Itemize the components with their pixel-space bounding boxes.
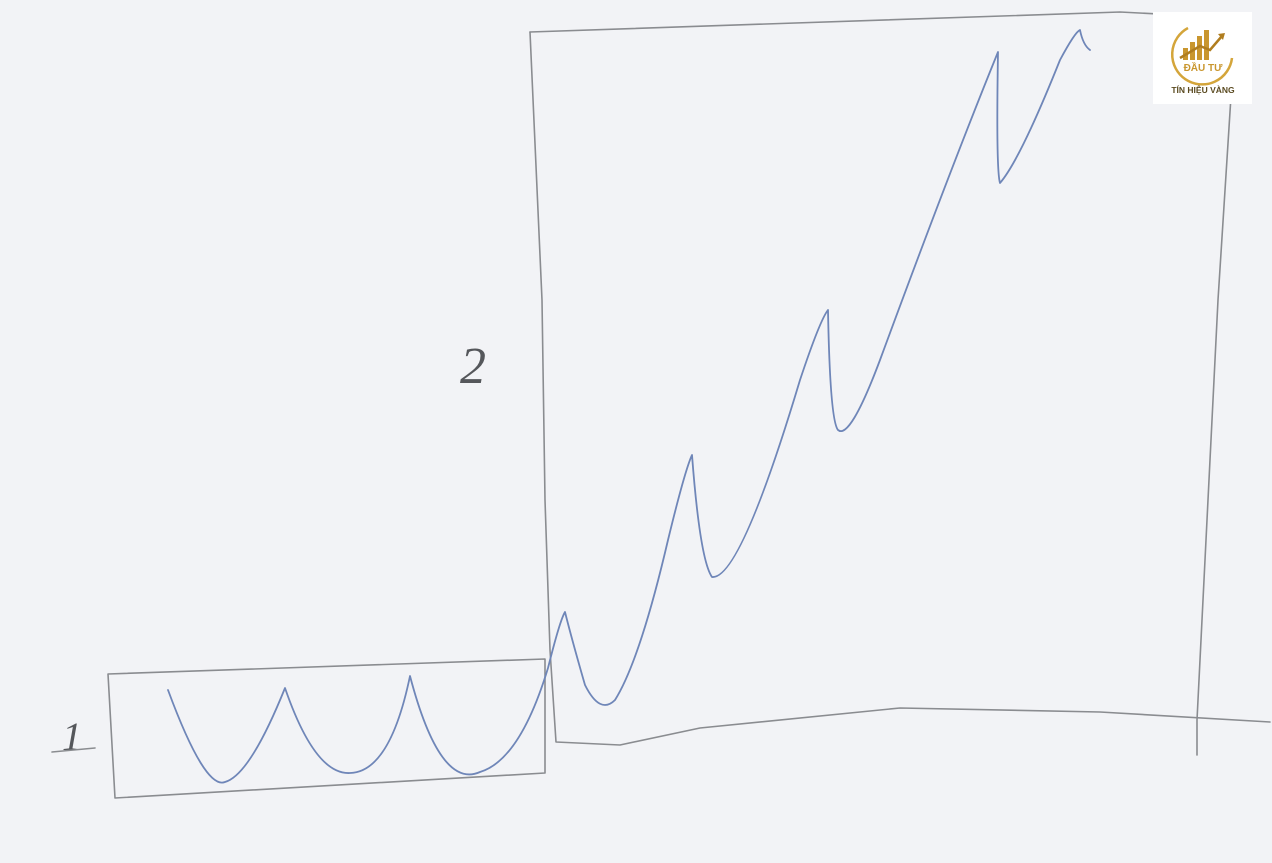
logo-box xyxy=(1153,12,1252,104)
label-2: 2 xyxy=(460,338,486,395)
box-2-outline-bottom xyxy=(529,31,1271,746)
logo-bar xyxy=(1197,36,1202,60)
logo-arrow-head xyxy=(1218,33,1225,40)
label-1: 1 xyxy=(62,714,82,759)
box-2-outline xyxy=(529,11,1237,756)
label-1-underline xyxy=(51,747,96,753)
price-line xyxy=(167,29,1091,784)
logo-top-text: ĐẦU TƯ xyxy=(1184,61,1224,74)
logo-bar xyxy=(1204,30,1209,60)
logo-bottom-text: TÍN HIỆU VÀNG xyxy=(1171,84,1235,95)
logo-arrow xyxy=(1179,35,1223,60)
logo-ring xyxy=(1170,26,1234,86)
box-1 xyxy=(107,658,546,799)
